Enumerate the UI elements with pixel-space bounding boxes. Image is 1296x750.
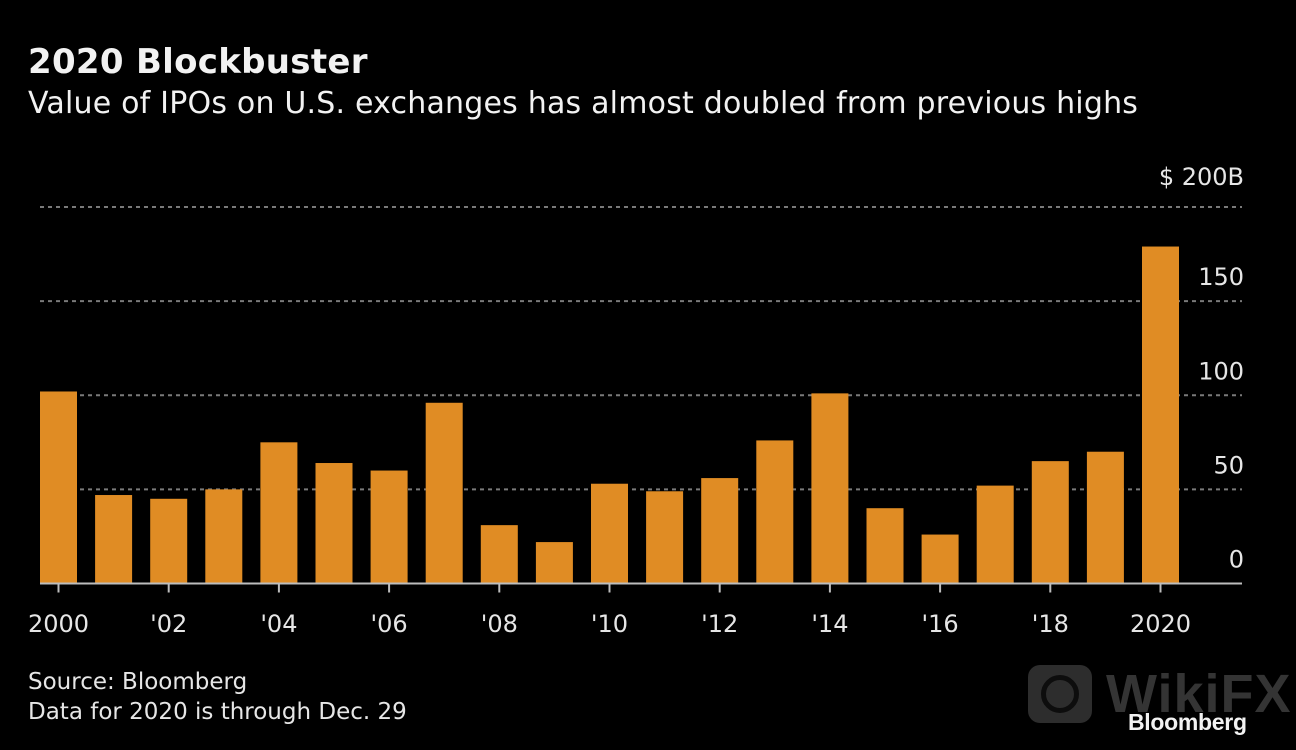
y-tick-label-150: 150 — [1198, 263, 1244, 291]
x-axis-labels: 2000 '02 '04 '06 '08 '10 '12 '14 '16 '18 2020 — [28, 610, 1191, 638]
bar-2019 — [1086, 451, 1124, 584]
bar-2000 — [40, 391, 77, 584]
bar-2006 — [370, 470, 408, 584]
bars — [40, 246, 1179, 584]
bar-2009 — [535, 542, 573, 584]
gridlines — [40, 206, 1242, 491]
chart-title: 2020 Blockbuster — [28, 42, 368, 82]
bar-chart: 0 50 100 150 $ 200B 2000 '02 '04 '06 '08 '10 '12 '1… — [28, 163, 1244, 638]
x-tick-label-'18: '18 — [1032, 610, 1069, 638]
x-tick-label-'04: '04 — [260, 610, 297, 638]
bar-2001 — [95, 495, 133, 584]
x-tick-label-'06: '06 — [371, 610, 408, 638]
bar-2003 — [205, 489, 243, 584]
y-axis-labels: 0 50 100 150 $ 200B — [1159, 163, 1244, 574]
watermark-text: WikiFX — [1106, 664, 1292, 724]
bar-2010 — [591, 483, 628, 584]
x-tick-label-'08: '08 — [481, 610, 518, 638]
bar-2020 — [1142, 246, 1179, 584]
bar-2008 — [480, 525, 518, 584]
y-tick-label-200: $ 200B — [1159, 163, 1244, 191]
bar-2018 — [1031, 461, 1069, 584]
source-note: Source: Bloomberg — [28, 669, 248, 695]
y-tick-label-100: 100 — [1198, 357, 1244, 385]
bar-2015 — [866, 508, 904, 584]
bar-2004 — [260, 442, 298, 584]
x-tick-label-'02: '02 — [150, 610, 187, 638]
x-axis — [40, 582, 1242, 593]
bar-2016 — [921, 534, 959, 584]
bar-2017 — [976, 485, 1014, 584]
x-tick-label-'10: '10 — [591, 610, 628, 638]
bar-2013 — [756, 440, 794, 584]
bar-2007 — [425, 402, 463, 584]
x-tick-label-2000: 2000 — [28, 610, 89, 638]
y-tick-label-0: 0 — [1229, 546, 1244, 574]
data-note: Data for 2020 is through Dec. 29 — [28, 699, 407, 725]
bloomberg-logo: Bloomberg — [1128, 709, 1247, 735]
y-tick-label-50: 50 — [1213, 451, 1244, 479]
bar-2011 — [646, 491, 684, 584]
x-tick-label-2020: 2020 — [1130, 610, 1191, 638]
footer-notes: Source: Bloomberg Data for 2020 is throu… — [28, 667, 407, 727]
bar-2012 — [701, 478, 739, 584]
bar-2002 — [150, 498, 188, 584]
x-tick-label-'12: '12 — [701, 610, 738, 638]
bar-2005 — [315, 463, 353, 584]
wikifx-watermark: WikiFX — [1028, 663, 1292, 725]
bar-2014 — [811, 393, 849, 584]
eagle-logo-icon — [1028, 665, 1092, 723]
chart-subtitle: Value of IPOs on U.S. exchanges has almo… — [28, 86, 1139, 121]
x-tick-label-'14: '14 — [811, 610, 848, 638]
x-tick-label-'16: '16 — [922, 610, 959, 638]
